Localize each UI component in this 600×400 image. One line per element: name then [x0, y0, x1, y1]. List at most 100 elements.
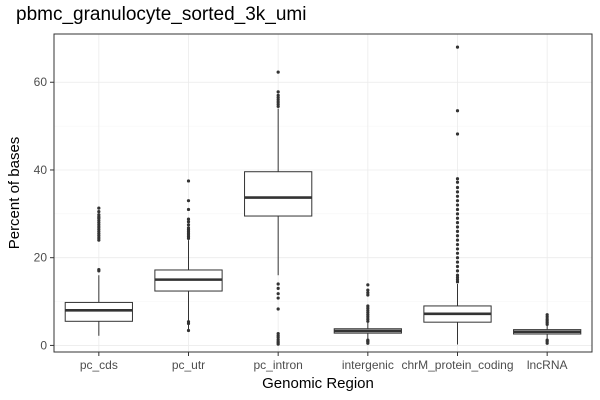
outlier-point [276, 70, 280, 74]
box-chrM_protein_coding [423, 45, 492, 345]
box-plots [64, 45, 582, 346]
outlier-point [455, 269, 460, 273]
panel-border [53, 33, 593, 353]
outlier-point [276, 334, 280, 338]
outlier-point [455, 109, 460, 113]
outlier-point [186, 199, 191, 203]
outlier-point [455, 207, 460, 212]
outlier-point [97, 225, 101, 229]
outlier-point [455, 278, 460, 282]
outlier-point [97, 213, 101, 217]
y-tick-label: 60 [34, 75, 48, 89]
x-axis-title: Genomic Region [262, 375, 374, 392]
outlier-point [366, 308, 370, 312]
outlier-point [186, 207, 191, 212]
outlier-point [455, 132, 460, 136]
outlier-point [97, 218, 101, 223]
outlier-point [276, 282, 280, 286]
x-tick-label-intergenic: intergenic [342, 358, 394, 372]
outlier-point [366, 306, 370, 310]
x-tick-label-chrM_protein_coding: chrM_protein_coding [401, 358, 513, 372]
outlier-point [186, 179, 191, 183]
outlier-point [276, 93, 280, 98]
outlier-point [545, 338, 549, 342]
outlier-point [366, 304, 370, 308]
outlier-point [455, 280, 460, 284]
box-lncRNA [513, 313, 582, 345]
grid-lines [54, 34, 592, 352]
outlier-point [97, 238, 101, 242]
outlier-point [455, 234, 460, 238]
box-iqr [244, 171, 313, 217]
outlier-point [455, 256, 460, 260]
outlier-point [366, 338, 370, 342]
outlier-point [545, 315, 549, 319]
outlier-point [276, 286, 280, 290]
outlier-point [97, 236, 101, 240]
chart-title: pbmc_granulocyte_sorted_3k_umi [16, 4, 306, 25]
outlier-point [276, 292, 280, 296]
outlier-point [366, 310, 370, 315]
outlier-point [455, 275, 460, 280]
outlier-point [366, 288, 370, 292]
outlier-point [186, 320, 191, 324]
outlier-point [276, 90, 280, 94]
outlier-point [366, 283, 370, 287]
outlier-point [366, 291, 370, 295]
outlier-point [455, 212, 460, 216]
outlier-point [276, 338, 280, 342]
box-pc_intron [244, 70, 313, 346]
outlier-point [276, 102, 280, 106]
x-tick-label-lncRNA: lncRNA [527, 358, 568, 372]
y-axis-title: Percent of bases [6, 137, 23, 250]
outlier-point [97, 267, 101, 272]
outlier-point [366, 313, 370, 317]
outlier-point [455, 185, 460, 190]
outlier-point [366, 315, 370, 319]
outlier-point [545, 313, 549, 317]
outlier-point [276, 98, 280, 102]
outlier-point [186, 220, 191, 224]
outlier-point [455, 221, 460, 225]
outlier-point [276, 331, 280, 336]
outlier-point [455, 190, 460, 194]
outlier-point [276, 100, 280, 104]
outlier-point [455, 177, 460, 181]
outlier-point [366, 293, 370, 297]
outlier-point [97, 234, 101, 238]
outlier-point [97, 215, 101, 219]
outlier-point [276, 96, 280, 100]
outlier-point [186, 217, 191, 221]
y-tick-label: 40 [34, 163, 48, 177]
outlier-point [455, 203, 460, 207]
x-tick-label-pc_intron: pc_intron [253, 358, 302, 372]
outlier-point [455, 242, 460, 247]
outlier-point [186, 226, 191, 230]
outlier-point [97, 221, 101, 225]
outlier-point [186, 328, 191, 333]
box-intergenic [333, 283, 402, 345]
box-pc_utr [154, 179, 223, 333]
outlier-point [97, 231, 101, 236]
box-pc_cds [64, 206, 133, 336]
x-tick-label-pc_utr: pc_utr [172, 358, 205, 372]
outlier-point [455, 260, 460, 264]
outlier-point [97, 206, 101, 210]
outlier-point [366, 319, 370, 323]
outlier-point [455, 229, 460, 233]
outlier-point [455, 194, 460, 198]
outlier-point [455, 238, 460, 242]
x-axis: pc_cds pc_utr pc_intron intergenic chrM_prot… [80, 352, 568, 372]
outlier-point [545, 317, 549, 321]
outlier-point [366, 317, 370, 321]
outlier-point [455, 225, 460, 229]
outlier-point [97, 227, 101, 231]
outlier-point [455, 251, 460, 255]
outlier-point [97, 223, 101, 227]
outlier-point [276, 307, 280, 311]
outlier-point [276, 296, 280, 300]
y-tick-label: 20 [34, 251, 48, 265]
outlier-point [97, 229, 101, 233]
outlier-point [455, 199, 460, 203]
